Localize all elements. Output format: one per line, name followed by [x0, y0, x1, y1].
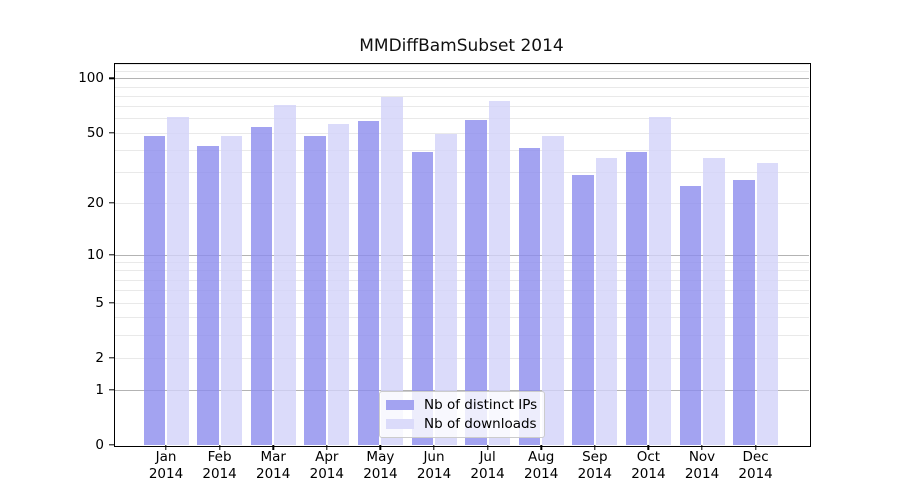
bar-downloads-apr [327, 123, 350, 445]
legend-swatch-downloads [386, 419, 414, 429]
bar-downloads-jan [167, 117, 189, 445]
x-label-jun: Jun 2014 [416, 449, 452, 482]
bar-downloads-aug [542, 135, 564, 445]
y-label-20: 20 [86, 195, 104, 212]
y-tick-0 [109, 444, 114, 446]
gridline-minor-4 [114, 317, 809, 319]
x-label-feb: Feb 2014 [202, 449, 237, 482]
gridline-minor-110 [114, 70, 809, 72]
legend-label-downloads: Nb of downloads [424, 415, 537, 432]
x-tick-feb [218, 445, 221, 450]
y-label-1: 1 [95, 381, 104, 398]
bar-downloads-sep [595, 158, 618, 445]
bar-distinct-ips-mar [250, 126, 273, 445]
x-label-mar: Mar 2014 [256, 449, 291, 482]
x-tick-jul [486, 445, 489, 450]
y-tick-100 [109, 77, 114, 79]
bar-downloads-may [381, 96, 403, 445]
gridline-minor-30 [114, 172, 809, 174]
bar-distinct-ips-aug [518, 148, 541, 445]
x-tick-may [379, 445, 382, 450]
bar-distinct-ips-jun [411, 151, 433, 445]
gridline-minor-50 [114, 132, 809, 134]
x-tick-dec [754, 445, 757, 450]
bar-distinct-ips-apr [304, 135, 326, 445]
bar-distinct-ips-nov [679, 186, 701, 445]
y-label-10: 10 [86, 246, 104, 263]
gridline-minor-9 [114, 262, 809, 264]
gridline-minor-20 [114, 203, 809, 205]
bar-downloads-jun [435, 134, 457, 445]
legend-label-distinct-ips: Nb of distinct IPs [424, 396, 538, 413]
x-label-jul: Jul 2014 [470, 449, 505, 482]
bar-downloads-nov [703, 158, 725, 445]
gridline-minor-8 [114, 270, 809, 272]
legend: Nb of distinct IPs Nb of downloads [379, 391, 545, 438]
gridline-major-10 [114, 254, 809, 256]
chart-title: MMDiffBamSubset 2014 [359, 36, 564, 56]
y-label-50: 50 [86, 124, 104, 141]
bar-distinct-ips-jul [465, 119, 487, 445]
y-tick-50 [109, 131, 114, 134]
x-tick-jun [433, 445, 435, 450]
y-label-100: 100 [78, 70, 104, 87]
gridline-major-100 [114, 78, 809, 80]
bar-downloads-feb [220, 135, 243, 445]
x-label-aug: Aug 2014 [524, 449, 559, 482]
bar-distinct-ips-dec [733, 180, 755, 445]
gridline-minor-80 [114, 95, 809, 97]
bar-distinct-ips-may [357, 121, 380, 445]
gridline-minor-7 [114, 279, 809, 281]
x-tick-oct [647, 445, 650, 450]
legend-item-distinct-ips: Nb of distinct IPs [386, 396, 538, 413]
x-label-may: May 2014 [363, 449, 398, 482]
gridline-major-1 [114, 389, 809, 391]
legend-swatch-distinct-ips [386, 400, 414, 410]
gridline-minor-60 [114, 118, 809, 120]
y-tick-20 [109, 202, 114, 204]
x-tick-jan [165, 445, 167, 450]
y-tick-2 [109, 356, 114, 359]
x-label-dec: Dec 2014 [738, 449, 773, 482]
bar-distinct-ips-jan [143, 135, 165, 445]
y-tick-10 [109, 253, 114, 256]
plot-area [114, 63, 809, 445]
bar-downloads-jul [488, 100, 511, 445]
bar-distinct-ips-feb [197, 146, 219, 445]
x-tick-nov [701, 445, 703, 450]
bar-distinct-ips-oct [625, 151, 648, 445]
x-label-sep: Sep 2014 [577, 449, 612, 482]
x-label-apr: Apr 2014 [309, 449, 344, 482]
gridline-minor-90 [114, 86, 809, 88]
x-tick-apr [326, 445, 328, 450]
gridline-minor-120 [114, 64, 809, 65]
y-tick-1 [109, 389, 114, 391]
gridline-minor-5 [114, 302, 809, 304]
y-label-0: 0 [95, 437, 104, 453]
x-label-oct: Oct 2014 [631, 449, 666, 482]
bar-downloads-oct [649, 117, 671, 445]
x-tick-aug [540, 445, 542, 450]
y-label-2: 2 [95, 349, 104, 366]
gridline-minor-40 [114, 150, 809, 151]
x-tick-mar [272, 445, 274, 450]
legend-item-downloads: Nb of downloads [386, 415, 538, 432]
bar-downloads-mar [274, 105, 296, 445]
gridline-minor-70 [114, 106, 809, 108]
gridline-minor-3 [114, 334, 809, 336]
bar-downloads-dec [756, 162, 779, 445]
x-tick-sep [594, 445, 596, 450]
x-label-jan: Jan 2014 [148, 449, 184, 482]
gridline-minor-2 [114, 357, 809, 359]
x-label-nov: Nov 2014 [684, 449, 720, 482]
y-label-5: 5 [95, 294, 104, 311]
bar-distinct-ips-sep [572, 174, 594, 445]
y-tick-5 [109, 301, 114, 304]
gridline-minor-6 [114, 290, 809, 292]
